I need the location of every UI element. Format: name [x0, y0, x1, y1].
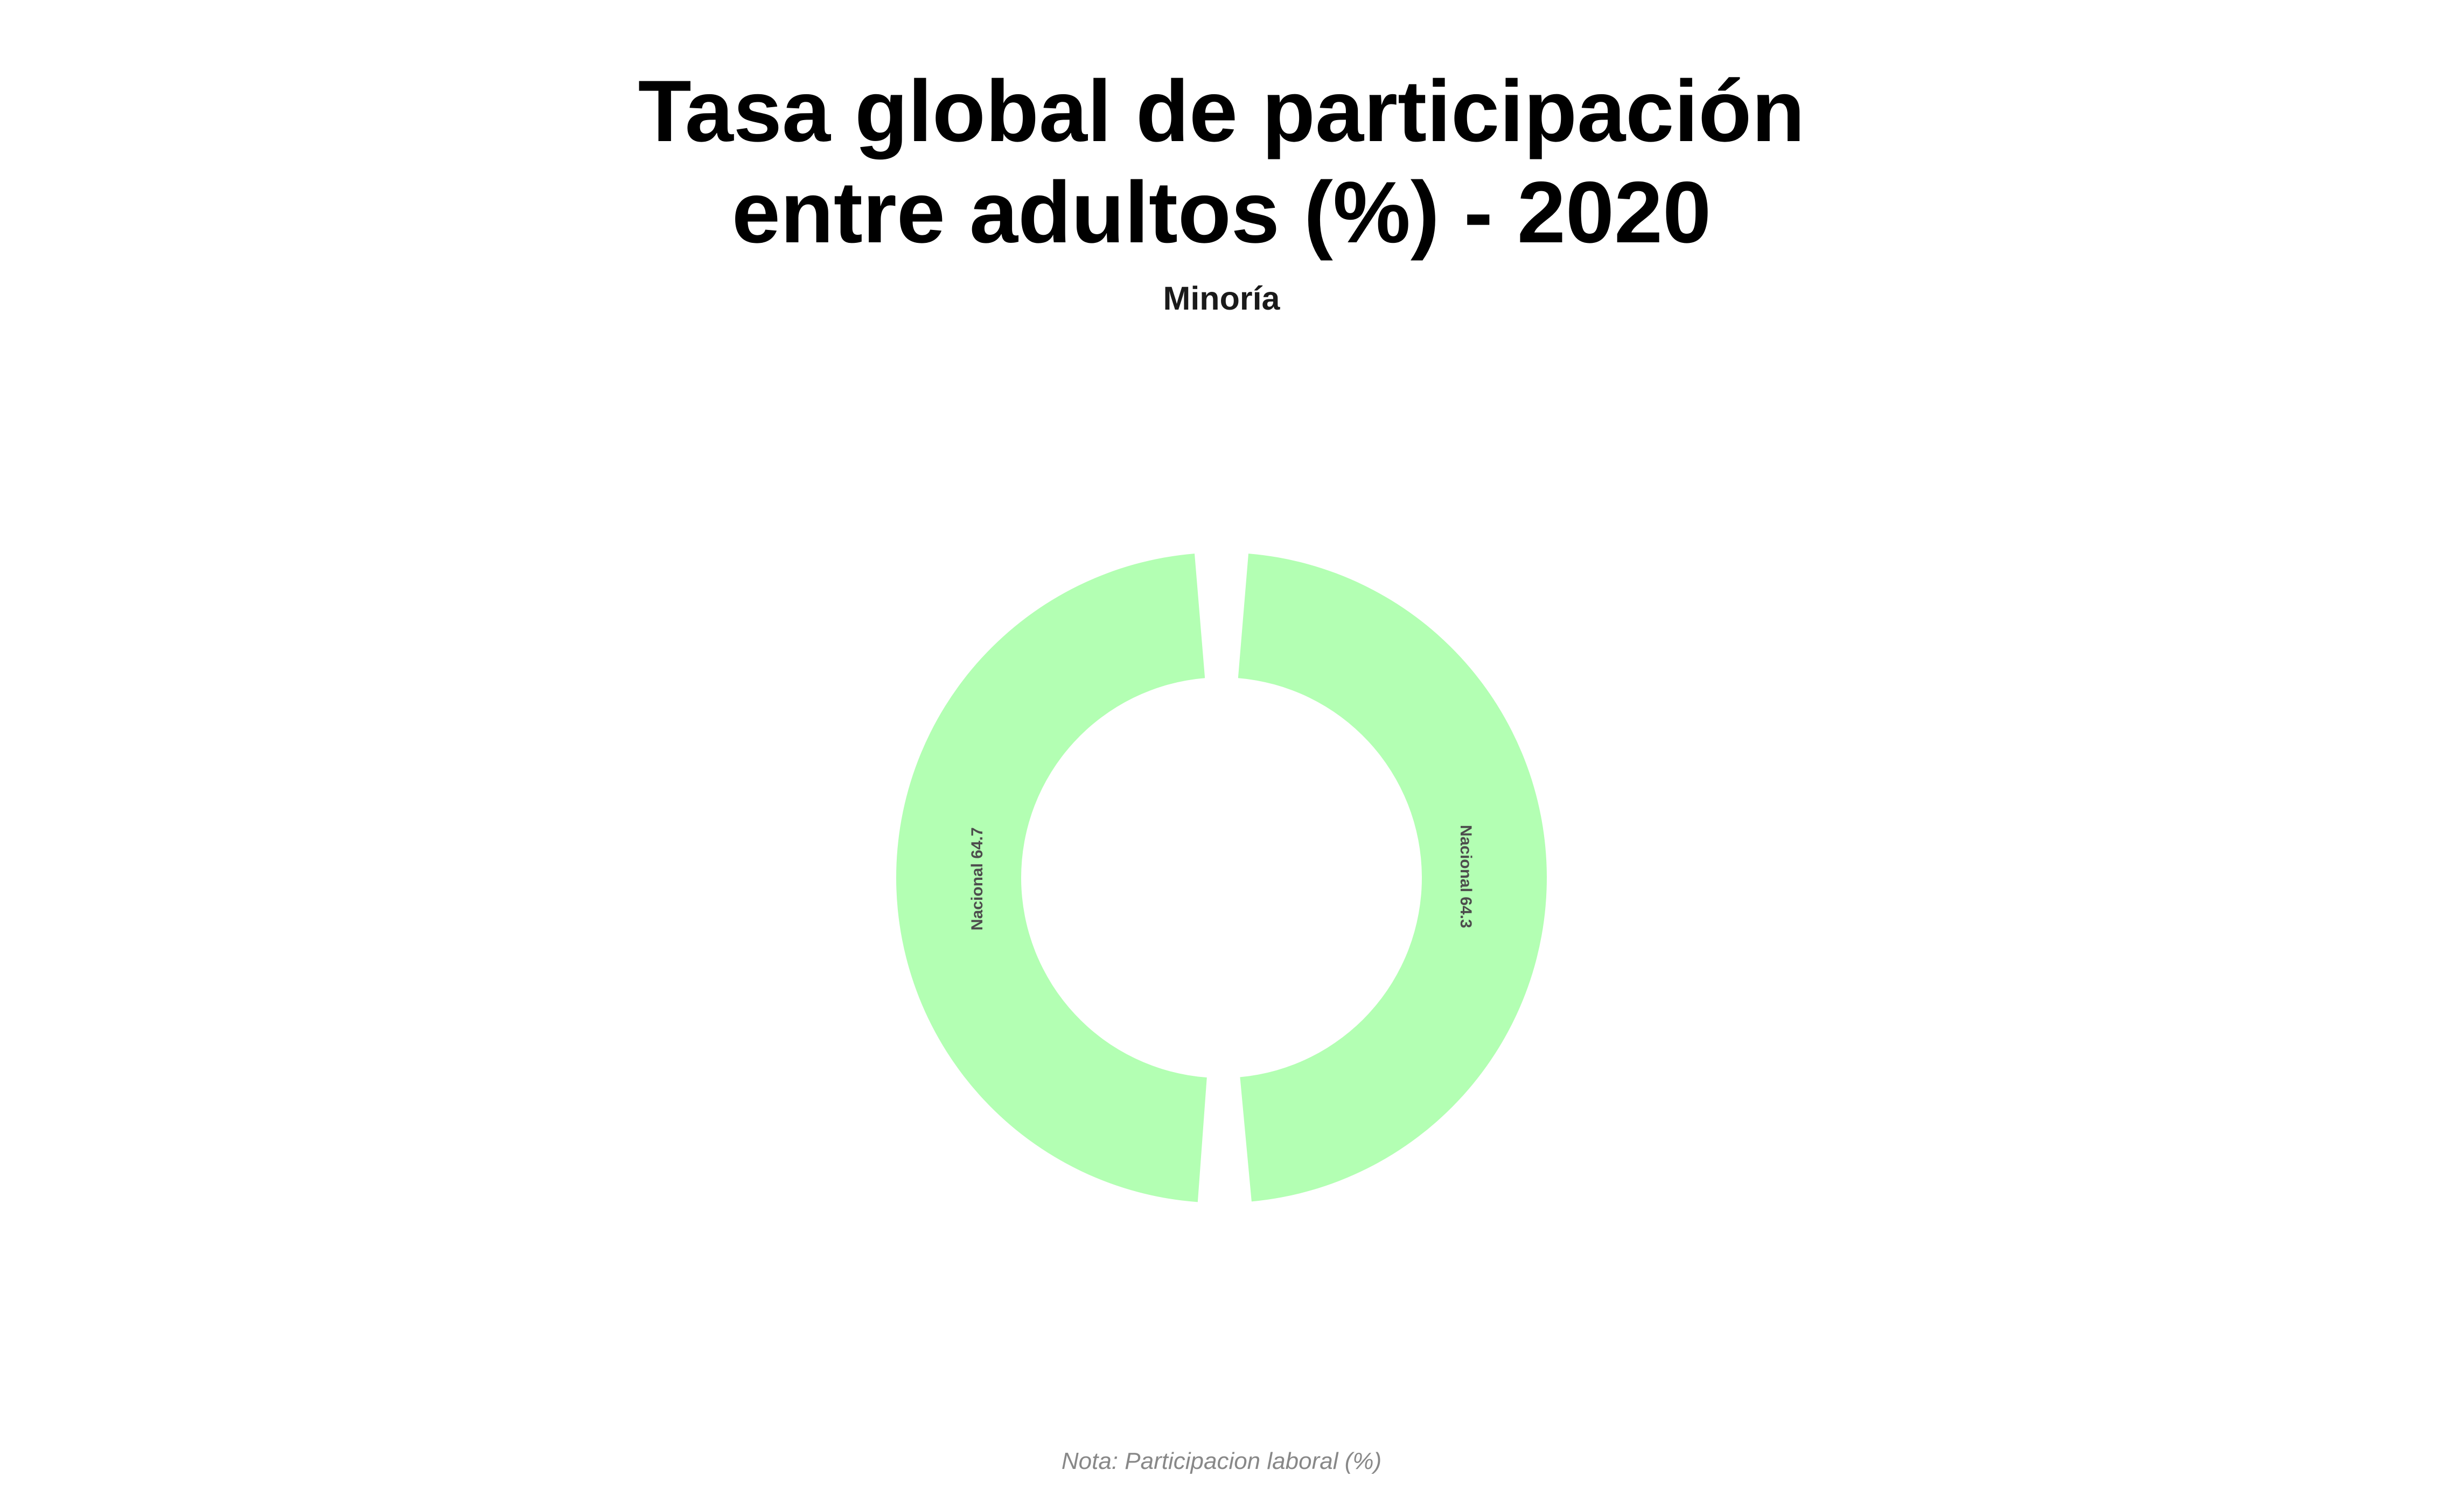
donut-slice-1	[896, 554, 1207, 1202]
slice-labels: Nacional 64.7 Nacional 64.3	[968, 825, 1475, 930]
chart-subtitle: Minoría	[1163, 280, 1281, 317]
chart-note: Nota: Participacion laboral (%)	[1062, 1448, 1381, 1474]
chart-title-line-2: entre adultos (%) - 2020	[732, 164, 1711, 261]
slice-label-1: Nacional 64.7	[968, 827, 986, 930]
chart-title-line-1: Tasa global de participación	[638, 62, 1805, 160]
donut-slice-2	[1238, 554, 1547, 1202]
slice-label-2: Nacional 64.3	[1457, 825, 1475, 928]
donut-slices	[896, 554, 1547, 1202]
